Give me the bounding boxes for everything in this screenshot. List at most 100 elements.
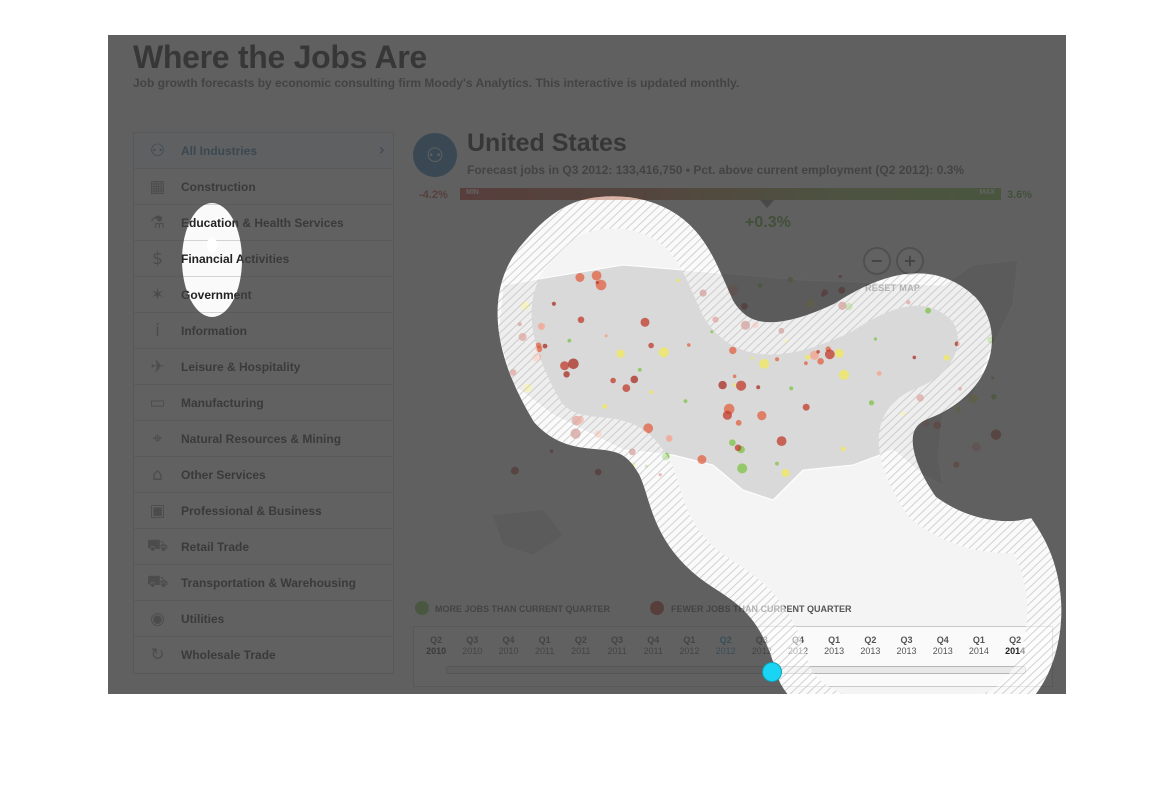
metro-bubble[interactable] <box>699 289 707 297</box>
metro-bubble[interactable] <box>718 380 727 390</box>
sidebar-item-all-industries[interactable]: ⚇ All Industries › <box>134 133 393 169</box>
metro-bubble[interactable] <box>665 435 673 442</box>
metro-bubble[interactable] <box>876 371 882 376</box>
metro-bubble[interactable] <box>570 428 581 439</box>
zoom-in-button[interactable]: + <box>896 247 924 275</box>
timeline-quarter[interactable]: Q2 2013 <box>852 635 888 657</box>
metro-bubble[interactable] <box>958 386 962 391</box>
metro-bubble[interactable] <box>644 464 648 468</box>
metro-bubble[interactable] <box>610 377 616 384</box>
metro-bubble[interactable] <box>734 444 742 452</box>
metro-bubble[interactable] <box>687 343 691 347</box>
metro-bubble[interactable] <box>732 374 737 379</box>
metro-bubble[interactable] <box>752 322 759 329</box>
metro-bubble[interactable] <box>733 383 737 387</box>
us-map[interactable] <box>473 225 1058 605</box>
timeline-quarter[interactable]: Q4 2012 <box>780 635 816 657</box>
metro-bubble[interactable] <box>838 369 850 380</box>
metro-bubble[interactable] <box>971 442 981 452</box>
metro-bubble[interactable] <box>906 300 911 305</box>
metro-bubble[interactable] <box>817 358 824 365</box>
metro-bubble[interactable] <box>775 461 779 466</box>
metro-bubble[interactable] <box>729 439 736 446</box>
sidebar-item-transportation-warehousing[interactable]: ⛟ Transportation & Warehousing <box>134 565 393 601</box>
metro-bubble[interactable] <box>740 320 751 330</box>
metro-bubble[interactable] <box>727 284 739 296</box>
metro-bubble[interactable] <box>537 322 545 330</box>
metro-bubble[interactable] <box>776 436 787 446</box>
metro-bubble[interactable] <box>517 322 522 327</box>
sidebar-item-information[interactable]: i Information <box>134 313 393 349</box>
timeline-quarter[interactable]: Q1 2013 <box>816 635 852 657</box>
metro-bubble[interactable] <box>955 406 962 413</box>
timeline-quarter[interactable]: Q4 2013 <box>925 635 961 657</box>
timeline-quarter[interactable]: Q2 2010 <box>418 635 454 657</box>
metro-bubble[interactable] <box>551 301 556 306</box>
metro-bubble[interactable] <box>518 333 527 341</box>
timeline-quarter[interactable]: Q3 2012 <box>744 635 780 657</box>
metro-bubble[interactable] <box>778 327 785 334</box>
metro-bubble[interactable] <box>737 463 748 474</box>
metro-bubble[interactable] <box>820 293 825 297</box>
metro-bubble[interactable] <box>595 280 600 285</box>
sidebar-item-construction[interactable]: ▦ Construction <box>134 169 393 205</box>
metro-bubble[interactable] <box>991 394 997 400</box>
sidebar-item-government[interactable]: ✶ Government <box>134 277 393 313</box>
metro-bubble[interactable] <box>789 386 794 391</box>
metro-bubble[interactable] <box>838 286 846 294</box>
metro-bubble[interactable] <box>722 410 732 420</box>
timeline-quarter[interactable]: Q1 2011 <box>527 635 563 657</box>
metro-bubble[interactable] <box>873 337 877 341</box>
metro-bubble[interactable] <box>535 342 542 349</box>
metro-bubble[interactable] <box>925 307 931 314</box>
metro-bubble[interactable] <box>954 341 960 347</box>
metro-bubble[interactable] <box>710 330 714 334</box>
metro-bubble[interactable] <box>824 349 835 360</box>
metro-bubble[interactable] <box>787 277 794 283</box>
metro-bubble[interactable] <box>576 415 584 424</box>
metro-bubble[interactable] <box>520 301 530 311</box>
metro-bubble[interactable] <box>953 461 960 468</box>
timeline-quarter[interactable]: Q1 2014 <box>961 635 997 657</box>
metro-bubble[interactable] <box>756 385 761 390</box>
sidebar-item-leisure-hospitality[interactable]: ✈ Leisure & Hospitality <box>134 349 393 385</box>
metro-bubble[interactable] <box>542 343 548 349</box>
metro-bubble[interactable] <box>567 338 572 343</box>
metro-bubble[interactable] <box>523 383 532 393</box>
metro-bubble[interactable] <box>750 356 754 360</box>
timeline-quarter[interactable]: Q3 2013 <box>888 635 924 657</box>
metro-bubble[interactable] <box>838 274 842 279</box>
metro-bubble[interactable] <box>549 449 554 453</box>
metro-bubble[interactable] <box>991 376 995 380</box>
metro-bubble[interactable] <box>759 358 770 369</box>
metro-bubble[interactable] <box>900 411 906 416</box>
timeline-quarter[interactable]: Q2 2012 <box>708 635 744 657</box>
sidebar-item-financial-activities[interactable]: $ Financial Activities <box>134 241 393 277</box>
timeline-quarter[interactable]: Q4 2010 <box>490 635 526 657</box>
metro-bubble[interactable] <box>697 455 707 464</box>
zoom-out-button[interactable]: − <box>863 247 891 275</box>
metro-bubble[interactable] <box>736 380 747 391</box>
metro-bubble[interactable] <box>594 468 602 476</box>
metro-bubble[interactable] <box>658 473 662 477</box>
metro-bubble[interactable] <box>781 469 790 477</box>
metro-bubble[interactable] <box>990 429 1002 440</box>
metro-bubble[interactable] <box>649 390 654 395</box>
metro-bubble[interactable] <box>987 336 994 344</box>
metro-bubble[interactable] <box>757 282 763 288</box>
metro-bubble[interactable] <box>922 420 930 428</box>
timeline-quarter[interactable]: Q1 2012 <box>671 635 707 657</box>
metro-bubble[interactable] <box>784 339 789 344</box>
timeline-quarter[interactable]: Q3 2011 <box>599 635 635 657</box>
sidebar-item-education-health-services[interactable]: ⚗ Education & Health Services <box>134 205 393 241</box>
metro-bubble[interactable] <box>640 317 650 327</box>
timeline-slider-track[interactable] <box>446 666 1026 674</box>
metro-bubble[interactable] <box>602 404 608 409</box>
metro-bubble[interactable] <box>630 375 639 384</box>
metro-bubble[interactable] <box>676 278 680 283</box>
metro-bubble[interactable] <box>594 430 602 438</box>
metro-bubble[interactable] <box>912 355 917 360</box>
metro-bubble[interactable] <box>933 421 941 429</box>
metro-bubble[interactable] <box>741 302 748 310</box>
metro-bubble[interactable] <box>575 273 585 282</box>
